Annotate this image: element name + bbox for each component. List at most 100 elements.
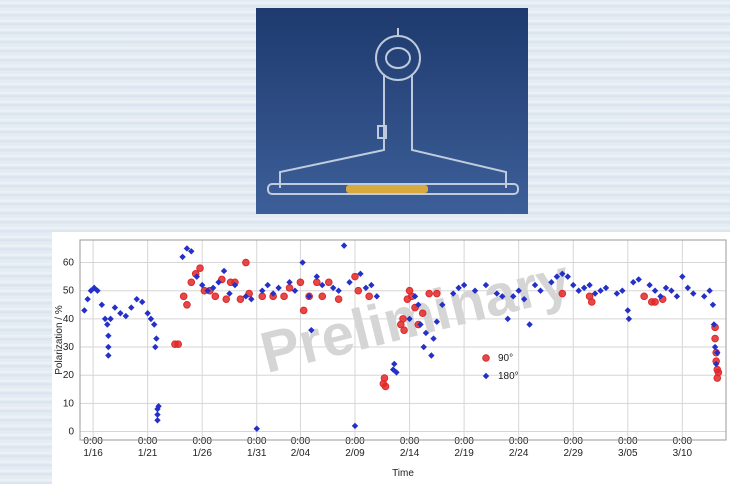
- point: [196, 264, 204, 272]
- point: [291, 287, 299, 294]
- y-tick-label: 60: [63, 258, 75, 269]
- point: [318, 292, 327, 301]
- point: [174, 340, 183, 349]
- point: [700, 293, 708, 300]
- point: [187, 278, 196, 287]
- point: [433, 318, 441, 325]
- point: [94, 287, 101, 294]
- point: [510, 293, 517, 300]
- point: [285, 284, 294, 292]
- y-tick-label: 40: [63, 314, 75, 325]
- point: [553, 273, 561, 280]
- point: [105, 352, 112, 359]
- x-tick-label: 0:00 1/21: [138, 436, 158, 459]
- point: [430, 335, 437, 342]
- point: [357, 270, 364, 278]
- point: [399, 315, 407, 323]
- point: [296, 278, 305, 287]
- point: [365, 292, 373, 301]
- point: [422, 329, 430, 337]
- point: [242, 258, 250, 267]
- point: [420, 343, 427, 351]
- point: [417, 321, 424, 328]
- point: [105, 343, 112, 351]
- point: [259, 287, 266, 294]
- point: [711, 334, 719, 343]
- point: [275, 284, 282, 292]
- point: [153, 335, 160, 342]
- point: [154, 411, 161, 418]
- point: [351, 422, 359, 430]
- photo: [256, 8, 528, 214]
- point: [591, 290, 599, 297]
- point: [111, 304, 119, 311]
- point: [602, 284, 610, 292]
- point: [258, 292, 267, 301]
- point: [299, 306, 308, 315]
- point: [381, 382, 390, 391]
- point: [329, 284, 337, 292]
- point: [482, 281, 490, 289]
- point: [346, 279, 353, 286]
- point: [340, 242, 348, 249]
- point: [433, 289, 441, 298]
- point: [154, 417, 161, 424]
- point: [391, 360, 398, 368]
- point: [211, 292, 220, 301]
- point: [98, 301, 106, 308]
- x-tick-label: 0:00 1/31: [247, 436, 267, 459]
- point: [373, 293, 381, 300]
- point: [415, 301, 422, 308]
- point: [679, 273, 686, 280]
- point: [154, 405, 161, 413]
- point: [587, 298, 596, 306]
- point: [499, 293, 506, 300]
- point: [209, 284, 217, 292]
- x-tick-label: 0:00 2/09: [345, 436, 365, 459]
- point: [104, 321, 111, 328]
- point: [128, 304, 135, 311]
- point: [673, 293, 681, 300]
- point: [531, 281, 539, 289]
- point: [231, 281, 239, 289]
- point: [286, 279, 293, 286]
- point: [714, 349, 721, 356]
- point: [351, 272, 359, 281]
- point: [354, 286, 363, 295]
- legend-marker: [482, 372, 490, 380]
- point: [455, 284, 462, 292]
- point: [559, 270, 566, 278]
- point: [248, 295, 255, 303]
- point: [662, 284, 670, 292]
- point: [215, 279, 222, 286]
- point: [712, 360, 720, 368]
- plot-frame: [79, 239, 727, 441]
- point: [81, 307, 88, 314]
- point: [651, 298, 659, 306]
- legend-label: 90°: [498, 353, 513, 364]
- point: [706, 287, 713, 294]
- point: [122, 312, 130, 320]
- point: [668, 287, 675, 294]
- point: [425, 289, 433, 298]
- point: [253, 425, 260, 432]
- point: [269, 290, 277, 297]
- point: [613, 290, 621, 297]
- point: [183, 300, 191, 309]
- point: [193, 273, 200, 280]
- point: [155, 402, 162, 410]
- point: [362, 284, 370, 292]
- point: [380, 374, 389, 382]
- legend-marker: [482, 354, 490, 362]
- point: [714, 368, 723, 377]
- point: [548, 279, 555, 286]
- point: [411, 293, 419, 300]
- point: [220, 267, 228, 275]
- point: [226, 290, 233, 297]
- point: [188, 248, 195, 255]
- point: [313, 273, 320, 280]
- point: [575, 287, 582, 294]
- point: [319, 281, 326, 289]
